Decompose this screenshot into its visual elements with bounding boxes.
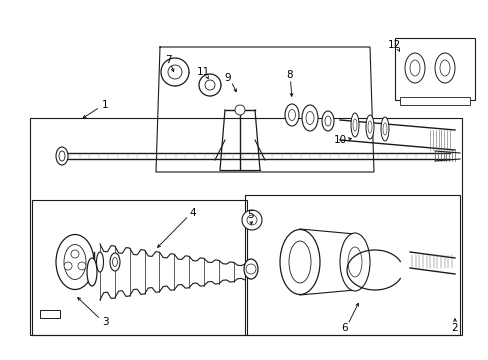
Ellipse shape — [365, 115, 373, 139]
Text: 4: 4 — [189, 208, 196, 218]
Circle shape — [71, 250, 79, 258]
Circle shape — [64, 262, 72, 270]
Bar — [30, 118, 461, 335]
Ellipse shape — [380, 117, 388, 141]
Bar — [244, 195, 459, 335]
Text: 6: 6 — [341, 323, 347, 333]
Bar — [394, 38, 474, 100]
Ellipse shape — [288, 241, 310, 283]
Ellipse shape — [285, 104, 298, 126]
Ellipse shape — [434, 53, 454, 83]
Bar — [32, 200, 246, 335]
Ellipse shape — [56, 147, 68, 165]
Circle shape — [242, 210, 262, 230]
Ellipse shape — [404, 53, 424, 83]
Ellipse shape — [56, 234, 94, 289]
Ellipse shape — [96, 252, 103, 272]
Text: 7: 7 — [164, 55, 171, 65]
Text: 10: 10 — [333, 135, 346, 145]
Ellipse shape — [244, 259, 258, 279]
Ellipse shape — [321, 111, 333, 131]
Circle shape — [199, 74, 221, 96]
Text: 12: 12 — [386, 40, 400, 50]
Bar — [40, 310, 60, 318]
Text: 5: 5 — [246, 210, 253, 220]
Ellipse shape — [339, 233, 369, 291]
Text: 8: 8 — [286, 70, 293, 80]
Text: 1: 1 — [102, 100, 108, 110]
Bar — [399, 97, 469, 105]
Text: 11: 11 — [196, 67, 209, 77]
Ellipse shape — [110, 253, 120, 271]
Text: 3: 3 — [102, 317, 108, 327]
Ellipse shape — [87, 258, 97, 286]
Text: 9: 9 — [224, 73, 231, 83]
Circle shape — [235, 105, 244, 115]
Ellipse shape — [350, 113, 358, 137]
Ellipse shape — [64, 244, 86, 279]
Text: 2: 2 — [451, 323, 457, 333]
Circle shape — [161, 58, 189, 86]
Ellipse shape — [302, 105, 317, 131]
Circle shape — [78, 262, 86, 270]
Ellipse shape — [280, 230, 319, 294]
